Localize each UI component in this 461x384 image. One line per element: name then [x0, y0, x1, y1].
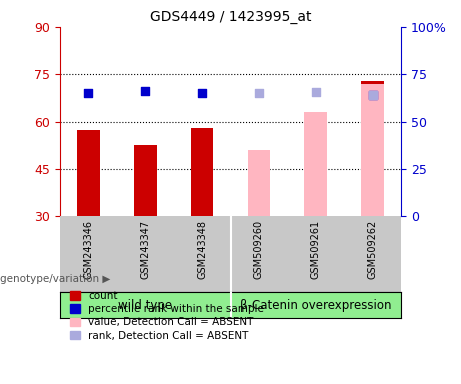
- Text: GSM243347: GSM243347: [140, 220, 150, 280]
- Bar: [248, 150, 270, 217]
- Text: GSM243346: GSM243346: [83, 220, 94, 279]
- Bar: [361, 81, 384, 217]
- Title: GDS4449 / 1423995_at: GDS4449 / 1423995_at: [150, 10, 311, 25]
- Bar: [191, 128, 213, 217]
- Text: wild type: wild type: [118, 299, 172, 312]
- Point: [142, 88, 149, 94]
- Point: [312, 89, 319, 95]
- Point: [369, 92, 376, 98]
- Bar: [361, 84, 384, 217]
- Text: GSM509261: GSM509261: [311, 220, 321, 280]
- Point: [255, 90, 263, 96]
- Text: GSM243348: GSM243348: [197, 220, 207, 279]
- Text: GSM509260: GSM509260: [254, 220, 264, 280]
- Point: [369, 92, 376, 98]
- Bar: [304, 112, 327, 217]
- Bar: [77, 129, 100, 217]
- Point: [198, 90, 206, 96]
- Text: GSM509262: GSM509262: [367, 220, 378, 280]
- Bar: [134, 146, 157, 217]
- Legend: count, percentile rank within the sample, value, Detection Call = ABSENT, rank, : count, percentile rank within the sample…: [70, 291, 264, 341]
- Text: β-Catenin overexpression: β-Catenin overexpression: [240, 299, 391, 312]
- Text: genotype/variation ▶: genotype/variation ▶: [0, 274, 111, 284]
- Point: [85, 90, 92, 96]
